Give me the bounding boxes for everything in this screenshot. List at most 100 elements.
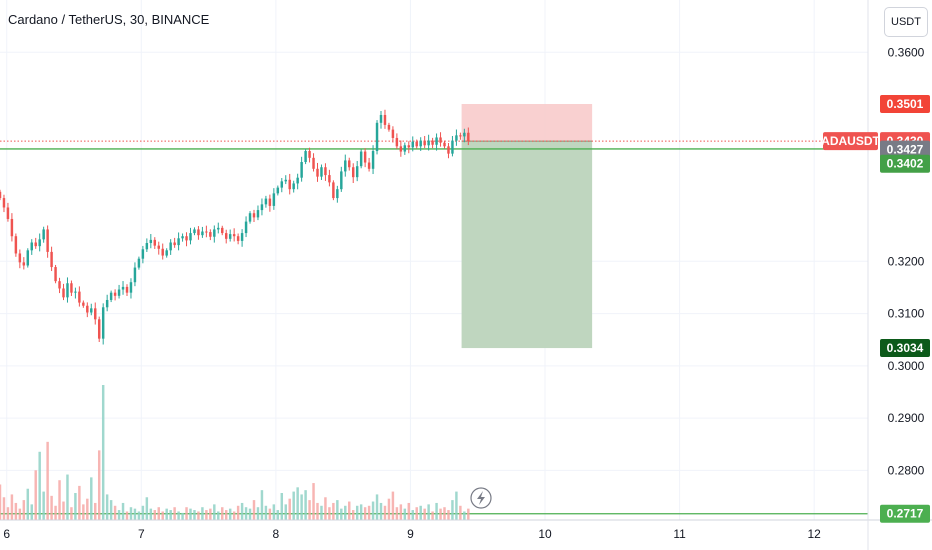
volume-bar bbox=[101, 385, 105, 520]
candle-body bbox=[411, 141, 414, 148]
volume-bar bbox=[169, 510, 172, 520]
price-label-support bbox=[880, 504, 930, 523]
candle-body bbox=[363, 151, 367, 163]
candle-body bbox=[268, 198, 272, 206]
y-tick-label[interactable]: 0.3100 bbox=[888, 307, 925, 321]
volume-bar bbox=[90, 477, 93, 520]
y-tick-label[interactable]: 0.3600 bbox=[888, 45, 925, 59]
candle-body bbox=[332, 182, 335, 199]
candle-body bbox=[141, 249, 145, 259]
stop-loss-zone[interactable] bbox=[461, 104, 593, 142]
volume-bar bbox=[383, 505, 387, 520]
horizontal-lines[interactable] bbox=[0, 140, 868, 515]
candle-body bbox=[312, 157, 315, 169]
volume-bar bbox=[443, 507, 446, 520]
volume-bar bbox=[427, 504, 430, 520]
candle-body bbox=[58, 281, 61, 289]
x-tick-label[interactable]: 11 bbox=[673, 527, 686, 541]
candle-body bbox=[340, 171, 343, 190]
candles bbox=[0, 109, 470, 345]
candle-body bbox=[276, 187, 280, 194]
candle-body bbox=[221, 227, 224, 234]
candle-body bbox=[129, 282, 133, 293]
candle-body bbox=[399, 146, 403, 152]
volume-bar bbox=[264, 505, 268, 520]
volume-bar bbox=[272, 504, 276, 520]
candle-body bbox=[455, 135, 458, 141]
volume-bar bbox=[193, 510, 196, 520]
candle-body bbox=[403, 145, 407, 152]
lightning-icon[interactable] bbox=[470, 487, 492, 509]
candle-body bbox=[117, 289, 121, 296]
price-label-text: 0.3402 bbox=[887, 157, 924, 171]
volume-bar bbox=[348, 501, 351, 520]
currency-button[interactable]: USDT bbox=[884, 7, 928, 37]
price-label-stop bbox=[880, 95, 930, 113]
grid bbox=[0, 0, 868, 520]
volume-bar bbox=[292, 491, 295, 520]
volume-bar bbox=[86, 498, 89, 520]
x-tick-label[interactable]: 7 bbox=[138, 527, 145, 541]
candle-body bbox=[2, 198, 6, 208]
volume-bar bbox=[165, 508, 168, 520]
volume-bar bbox=[121, 502, 125, 520]
candle-body bbox=[252, 213, 256, 218]
y-tick-label[interactable]: 0.2800 bbox=[888, 463, 925, 477]
candle-body bbox=[94, 308, 97, 320]
x-tick-label[interactable]: 12 bbox=[807, 527, 821, 541]
candle-body bbox=[296, 177, 299, 184]
x-tick-label[interactable]: 10 bbox=[538, 527, 552, 541]
volume-bar bbox=[419, 505, 422, 520]
candle-body bbox=[467, 132, 470, 142]
candle-body bbox=[451, 140, 454, 154]
price-label-text: 0.3501 bbox=[887, 97, 924, 111]
volume-bar bbox=[296, 487, 299, 520]
y-tick-label[interactable]: 0.3000 bbox=[888, 359, 925, 373]
volume-bar bbox=[467, 508, 470, 520]
x-tick-label[interactable]: 8 bbox=[273, 527, 280, 541]
candle-body bbox=[149, 239, 153, 244]
volume-bar bbox=[42, 491, 45, 520]
volume-bar bbox=[411, 510, 414, 520]
price-label-text: 0.3034 bbox=[887, 341, 924, 355]
candle-body bbox=[38, 239, 41, 247]
candle-body bbox=[54, 267, 57, 282]
x-tick-label[interactable]: 9 bbox=[407, 527, 414, 541]
candle-body bbox=[256, 210, 260, 218]
volume-bar bbox=[284, 504, 287, 520]
volume-bar bbox=[379, 502, 383, 520]
take-profit-zone[interactable] bbox=[461, 141, 593, 349]
candle-body bbox=[173, 242, 176, 246]
candle-body bbox=[10, 218, 14, 237]
volume-bar bbox=[70, 507, 73, 520]
volume-bar bbox=[109, 500, 113, 520]
price-label-text: 0.3427 bbox=[887, 143, 924, 157]
volume-bar bbox=[66, 474, 69, 520]
volume-bar bbox=[113, 505, 117, 520]
lightning-icon-bolt[interactable] bbox=[477, 491, 485, 505]
volume-bar bbox=[351, 510, 355, 520]
candle-body bbox=[395, 137, 399, 147]
volume-bar bbox=[459, 505, 462, 520]
candle-body bbox=[419, 140, 422, 147]
x-tick-label[interactable]: 6 bbox=[3, 527, 10, 541]
position-zones[interactable] bbox=[461, 104, 593, 349]
candle-body bbox=[240, 233, 244, 241]
volume-bar bbox=[391, 491, 395, 520]
candle-body bbox=[133, 267, 137, 283]
volume-bar bbox=[340, 508, 343, 520]
volume-bar bbox=[141, 505, 145, 520]
candle-body bbox=[443, 142, 446, 147]
volume-bar bbox=[240, 502, 244, 520]
y-tick-label[interactable]: 0.3200 bbox=[888, 254, 925, 268]
y-tick-label[interactable]: 0.2900 bbox=[888, 411, 925, 425]
candle-body bbox=[213, 229, 216, 237]
volume-bar bbox=[403, 508, 407, 520]
candle-body bbox=[284, 179, 287, 182]
volume-bar bbox=[38, 451, 41, 520]
volume-bar bbox=[435, 502, 438, 520]
volume-bar bbox=[288, 498, 291, 520]
